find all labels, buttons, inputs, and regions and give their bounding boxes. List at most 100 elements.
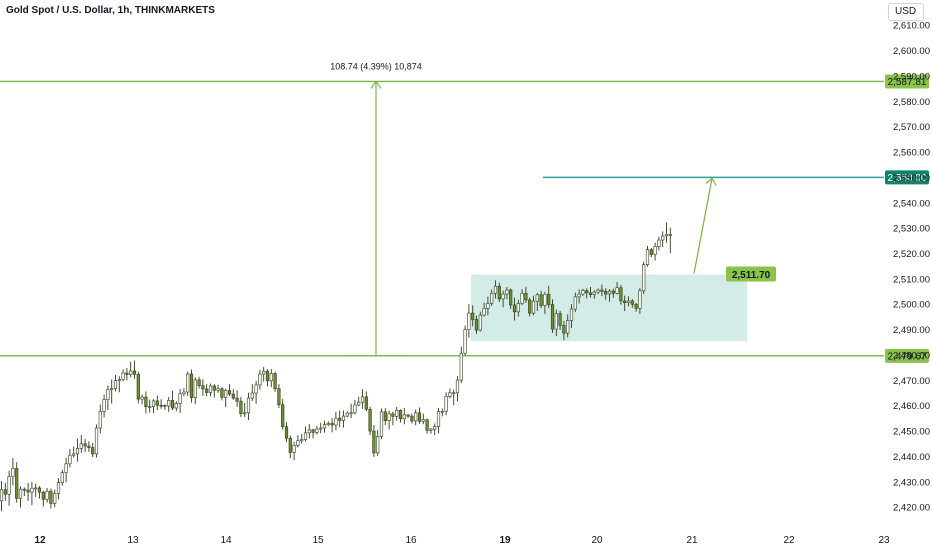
measure-arrowhead bbox=[370, 80, 382, 89]
candle-up bbox=[98, 411, 102, 429]
y-axis-tick-label: 2,510.00 bbox=[893, 274, 930, 285]
candle-down bbox=[281, 404, 285, 428]
candle-down bbox=[425, 419, 429, 431]
currency-button[interactable]: USD bbox=[888, 3, 924, 21]
y-axis-tick-label: 2,580.00 bbox=[893, 97, 930, 108]
candle-down bbox=[383, 411, 387, 421]
candle-up bbox=[11, 468, 15, 478]
y-axis-tick-label: 2,430.00 bbox=[893, 477, 930, 488]
candle-down bbox=[585, 290, 589, 294]
candle-down bbox=[558, 313, 562, 326]
candle-down bbox=[372, 430, 376, 454]
candle-down bbox=[83, 443, 87, 447]
candle-up bbox=[224, 390, 228, 398]
candle-up bbox=[341, 415, 346, 421]
y-axis-tick-label: 2,450.00 bbox=[893, 427, 930, 438]
y-axis-tick-label: 2,460.00 bbox=[893, 401, 930, 412]
candle-down bbox=[197, 379, 201, 386]
candle-up bbox=[657, 239, 661, 247]
candle-up bbox=[262, 370, 266, 375]
candle-up bbox=[566, 320, 570, 334]
candle-down bbox=[155, 400, 159, 406]
candle-up bbox=[151, 400, 156, 407]
candle-up bbox=[129, 370, 133, 375]
candle-up bbox=[140, 396, 144, 400]
candle-down bbox=[398, 409, 403, 419]
candle-down bbox=[634, 303, 638, 309]
candle-up bbox=[307, 429, 311, 434]
candle-up bbox=[360, 396, 365, 403]
candle-up bbox=[246, 397, 251, 414]
candle-down bbox=[22, 488, 26, 491]
candle-up bbox=[296, 440, 300, 446]
candle-down bbox=[284, 426, 289, 439]
candle-up bbox=[615, 287, 619, 294]
candle-up bbox=[303, 432, 308, 440]
candle-down bbox=[338, 417, 342, 421]
candle-up bbox=[429, 428, 433, 431]
target-arrowhead bbox=[705, 177, 717, 186]
candle-down bbox=[368, 408, 372, 432]
chart-title: Gold Spot / U.S. Dollar, 1h, THINKMARKET… bbox=[6, 5, 215, 16]
candle-up bbox=[193, 379, 197, 398]
y-axis-tick-label: 2,540.00 bbox=[893, 198, 930, 209]
candle-up bbox=[243, 412, 247, 415]
y-axis-tick-label: 2,480.00 bbox=[893, 350, 930, 361]
x-axis-tick-label: 23 bbox=[878, 535, 890, 546]
candle-up bbox=[531, 300, 536, 314]
candle-up bbox=[106, 389, 110, 400]
candle-up bbox=[75, 448, 80, 455]
candle-down bbox=[3, 489, 7, 495]
candle-down bbox=[91, 447, 95, 455]
candle-down bbox=[235, 397, 239, 402]
x-axis-tick-label: 21 bbox=[686, 535, 698, 546]
candle-down bbox=[497, 285, 501, 300]
candle-up bbox=[402, 414, 406, 419]
candle-up bbox=[668, 234, 672, 236]
candle-down bbox=[15, 468, 19, 499]
candle-up bbox=[0, 489, 4, 502]
candle-up bbox=[493, 285, 498, 294]
candle-up bbox=[60, 472, 64, 483]
candle-up bbox=[53, 493, 57, 504]
candle-up bbox=[349, 412, 353, 415]
target-arrow-shaft bbox=[693, 178, 713, 274]
candle-down bbox=[649, 249, 653, 255]
candle-up bbox=[448, 392, 452, 397]
candle-down bbox=[159, 404, 163, 407]
candle-up bbox=[501, 293, 505, 300]
candle-up bbox=[353, 404, 357, 414]
candle-up bbox=[573, 296, 577, 310]
candle-up bbox=[463, 329, 467, 354]
price-tag-label: 2,479.67 bbox=[888, 351, 927, 362]
y-axis-tick-label: 2,590.00 bbox=[893, 71, 930, 82]
candle-up bbox=[300, 439, 304, 442]
candle-up bbox=[661, 235, 665, 241]
candle-up bbox=[68, 454, 72, 465]
candle-down bbox=[37, 487, 42, 493]
candle-up bbox=[379, 411, 384, 437]
candle-up bbox=[64, 463, 68, 473]
candle-down bbox=[265, 370, 270, 382]
candle-down bbox=[364, 396, 368, 410]
candle-down bbox=[136, 373, 140, 400]
candle-down bbox=[512, 304, 517, 313]
candle-down bbox=[611, 290, 615, 294]
x-axis-tick-label: 22 bbox=[783, 535, 795, 546]
candle-up bbox=[148, 406, 152, 408]
candle-up bbox=[436, 411, 441, 427]
candle-up bbox=[455, 379, 460, 394]
candle-up bbox=[34, 487, 38, 490]
price-tag-label: 2,587.81 bbox=[888, 77, 927, 88]
price-tag bbox=[885, 74, 929, 89]
candle-up bbox=[520, 293, 524, 304]
candle-down bbox=[201, 385, 205, 390]
candle-up bbox=[478, 314, 482, 331]
candle-up bbox=[516, 303, 520, 313]
candle-down bbox=[311, 429, 315, 433]
candle-down bbox=[26, 489, 30, 493]
candle-up bbox=[30, 487, 34, 493]
callout-box bbox=[726, 266, 776, 282]
candle-up bbox=[543, 294, 547, 306]
